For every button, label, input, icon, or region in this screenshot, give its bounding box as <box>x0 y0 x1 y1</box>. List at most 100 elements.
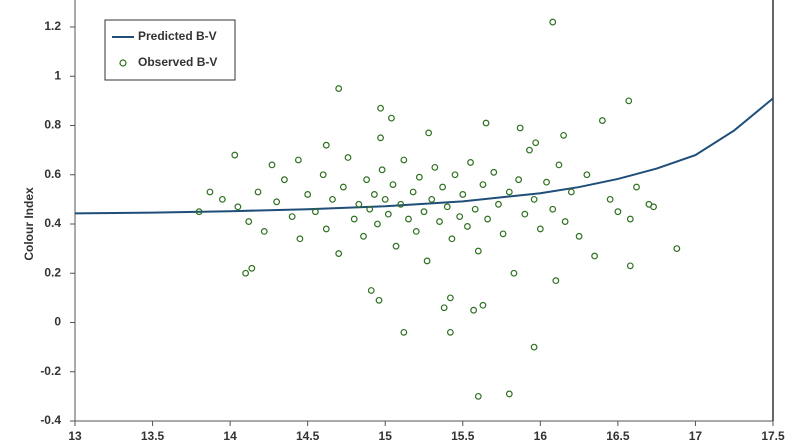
point <box>294 156 302 164</box>
point <box>446 294 454 302</box>
point <box>606 195 614 203</box>
legend-swatch <box>119 59 127 67</box>
point <box>456 213 464 221</box>
point <box>234 203 242 211</box>
point <box>363 176 371 184</box>
point <box>231 151 239 159</box>
point <box>296 235 304 243</box>
y-tick-label: 0 <box>54 315 61 329</box>
point <box>650 203 657 211</box>
y-tick-label: -0.4 <box>40 413 61 427</box>
point <box>484 215 491 223</box>
point <box>384 210 392 218</box>
y-tick-label: 1.2 <box>44 19 61 33</box>
point <box>532 139 540 147</box>
y-tick-label: 1 <box>54 68 61 82</box>
point <box>423 257 431 265</box>
point <box>374 220 381 228</box>
point <box>446 328 454 336</box>
point <box>312 208 319 216</box>
point <box>479 181 487 189</box>
point <box>530 195 538 203</box>
point <box>412 227 420 235</box>
point <box>530 343 538 351</box>
point <box>673 245 681 253</box>
x-tick-label: 17 <box>689 429 703 443</box>
point <box>195 208 203 216</box>
point <box>505 390 513 398</box>
point <box>344 154 352 161</box>
y-tick-label: 0.4 <box>44 216 61 230</box>
point <box>436 218 443 225</box>
point <box>281 176 288 184</box>
point <box>339 183 347 191</box>
point <box>598 117 606 124</box>
point <box>526 146 533 154</box>
point <box>420 208 428 216</box>
y-tick-label: 0.8 <box>44 118 61 132</box>
point <box>614 208 622 216</box>
point <box>515 176 523 184</box>
point <box>431 163 439 171</box>
point <box>400 156 408 164</box>
point <box>377 104 384 112</box>
point <box>505 188 513 196</box>
point <box>425 129 433 137</box>
point <box>474 247 482 255</box>
point <box>560 131 567 139</box>
y-tick-label: -0.2 <box>40 364 61 378</box>
point <box>495 200 502 208</box>
point <box>467 159 474 166</box>
point <box>555 161 563 169</box>
point <box>415 173 423 181</box>
x-tick-label: 13.5 <box>141 429 165 443</box>
point <box>378 166 386 174</box>
x-tick-label: 15.5 <box>451 429 475 443</box>
point <box>375 296 383 304</box>
point <box>633 183 640 191</box>
point <box>561 218 569 225</box>
point <box>335 85 343 92</box>
point <box>400 328 408 336</box>
point <box>499 230 507 238</box>
point <box>405 215 412 223</box>
point <box>440 304 448 312</box>
point <box>552 277 560 285</box>
point <box>245 218 253 225</box>
point <box>626 262 634 270</box>
legend-box <box>104 19 236 81</box>
point <box>583 171 591 179</box>
point <box>260 227 268 235</box>
point <box>367 287 375 294</box>
point <box>490 168 498 176</box>
point <box>536 225 544 233</box>
point <box>516 124 524 132</box>
point <box>242 269 250 277</box>
point <box>319 171 327 179</box>
point <box>335 250 343 257</box>
point <box>521 210 529 218</box>
x-tick-label: 13 <box>68 429 82 443</box>
point <box>304 191 312 198</box>
point <box>350 215 358 223</box>
x-tick-label: 16.5 <box>606 429 630 443</box>
point <box>626 215 634 223</box>
point <box>288 213 296 221</box>
point <box>549 18 557 26</box>
point <box>377 134 384 142</box>
point <box>451 171 459 179</box>
point <box>591 252 599 260</box>
point <box>625 97 633 105</box>
point <box>370 191 378 198</box>
point <box>543 178 550 186</box>
point <box>567 188 575 196</box>
predicted-line <box>74 97 774 215</box>
point <box>479 301 487 309</box>
point <box>471 205 479 213</box>
point <box>322 225 330 233</box>
point <box>397 200 405 208</box>
point <box>254 188 262 196</box>
y-axis-label: Colour Index <box>22 187 36 261</box>
point <box>439 183 447 191</box>
